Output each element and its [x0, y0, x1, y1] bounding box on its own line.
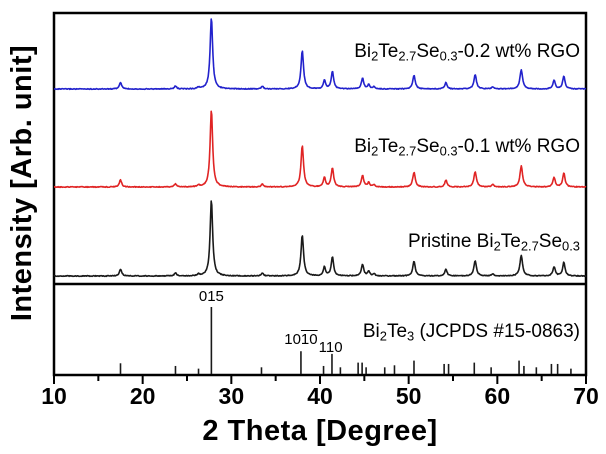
- label-segment: -0.2 wt% RGO: [457, 41, 580, 62]
- label-segment: 2: [371, 48, 379, 64]
- label-segment: 10: [300, 331, 318, 348]
- xrd-curve-bi2te27se03-rgo-0-2: [53, 18, 587, 91]
- label-segment: Bi: [362, 321, 380, 342]
- label-segment: Te: [378, 41, 399, 62]
- label-segment: 2.7: [520, 238, 539, 254]
- x-tick-label: 20: [129, 383, 156, 409]
- label-segment: (JCPDS #15-0863): [414, 321, 580, 342]
- x-axis-title: 2 Theta [Degree]: [202, 415, 438, 447]
- label-segment: Te: [386, 321, 408, 342]
- label-segment: 0.3: [439, 48, 458, 64]
- label-segment: 2.7: [398, 143, 417, 159]
- reference-label-bi2te3-jcpds: Bi2Te3 (JCPDS #15-0863): [362, 321, 580, 344]
- label-segment: 2: [379, 328, 387, 344]
- label-segment: Pristine Bi: [408, 231, 494, 252]
- label-segment: Se: [538, 231, 563, 252]
- x-tick-label: 60: [484, 383, 511, 409]
- x-tick-label: 40: [307, 383, 333, 409]
- series-label-bi2te27se03-rgo-0-2: Bi2Te2.7Se0.3-0.2 wt% RGO: [354, 41, 580, 64]
- label-segment: 110: [318, 339, 343, 356]
- hkl-label-110: 110: [319, 339, 343, 356]
- label-segment: Se: [416, 41, 440, 62]
- label-segment: 10: [284, 331, 301, 348]
- xrd-curve-bi2te27se03-rgo-0-1: [53, 110, 587, 189]
- plot-frame: [52, 11, 588, 377]
- label-segment: 3: [407, 328, 415, 344]
- label-segment: 0.3: [439, 143, 458, 159]
- label-segment: Bi: [354, 41, 372, 62]
- label-segment: Te: [500, 231, 521, 252]
- label-segment: 2: [371, 143, 379, 159]
- label-segment: 0.3: [562, 238, 580, 254]
- label-segment: Te: [378, 136, 399, 157]
- series-label-pristine-bi2te27se03: Pristine Bi2Te2.7Se0.3: [408, 231, 580, 254]
- label-segment: Bi: [354, 136, 372, 157]
- label-segment: 2.7: [398, 48, 417, 64]
- label-segment: 2: [493, 238, 501, 254]
- x-tick-label: 70: [573, 383, 599, 409]
- y-axis-title: Intensity [Arb. unit]: [6, 44, 38, 322]
- label-segment: Se: [416, 136, 440, 157]
- label-segment: -0.1 wt% RGO: [457, 136, 580, 157]
- x-tick-label: 10: [41, 383, 67, 409]
- hkl-label-015: 015: [199, 288, 224, 305]
- x-tick-label: 30: [218, 383, 245, 409]
- series-label-bi2te27se03-rgo-0-1: Bi2Te2.7Se0.3-0.1 wt% RGO: [354, 136, 580, 159]
- x-tick-label: 50: [395, 383, 422, 409]
- label-segment: 015: [198, 288, 224, 305]
- xrd-curve-pristine-bi2te27se03: [53, 200, 587, 278]
- hkl-label-10-1bar-0: 1010: [284, 331, 317, 348]
